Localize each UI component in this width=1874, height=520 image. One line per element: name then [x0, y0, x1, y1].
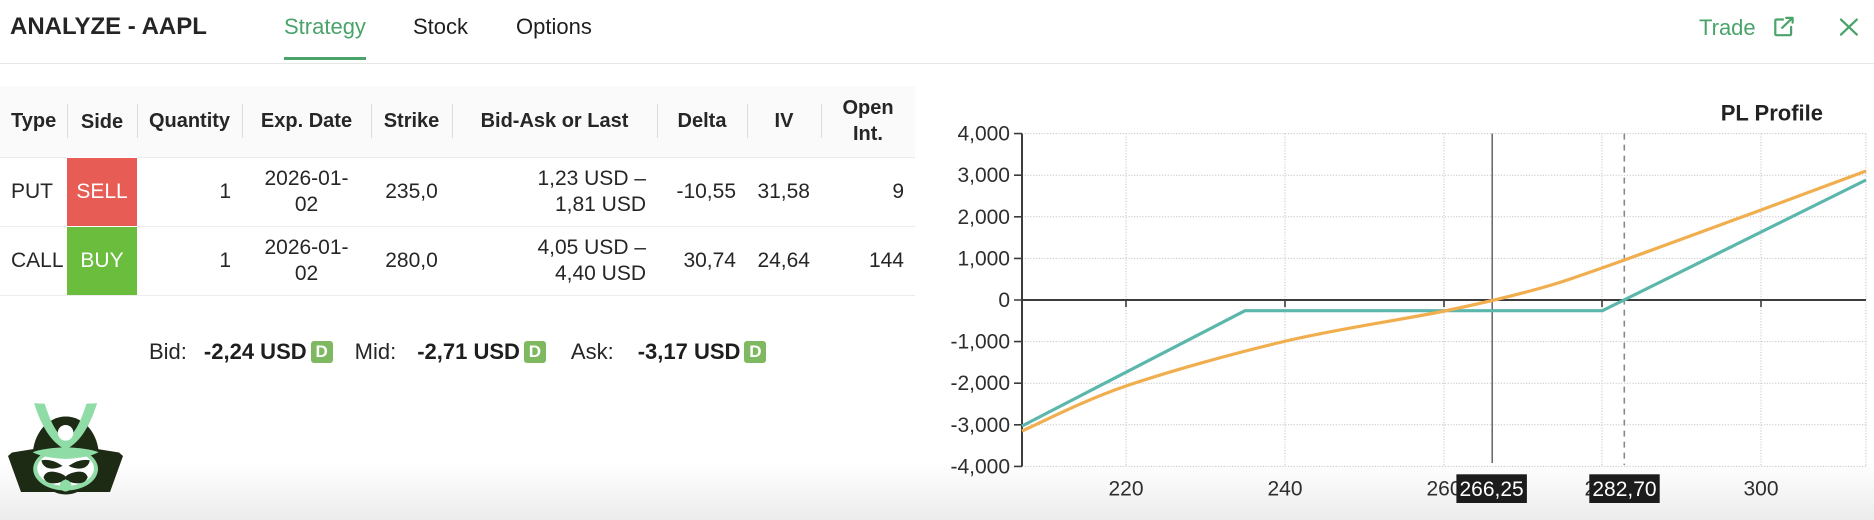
svg-text:1,000: 1,000 [957, 247, 1010, 270]
svg-text:220: 220 [1108, 478, 1143, 501]
svg-text:0: 0 [998, 289, 1010, 312]
svg-text:2,000: 2,000 [957, 206, 1010, 229]
svg-text:266,25: 266,25 [1459, 478, 1523, 501]
svg-text:240: 240 [1267, 478, 1302, 501]
svg-text:-4,000: -4,000 [950, 455, 1010, 478]
svg-text:4,000: 4,000 [957, 123, 1010, 146]
svg-text:-3,000: -3,000 [950, 414, 1010, 437]
svg-text:260: 260 [1426, 478, 1461, 501]
svg-text:282,70: 282,70 [1592, 478, 1656, 501]
svg-text:-2,000: -2,000 [950, 372, 1010, 395]
svg-text:-1,000: -1,000 [950, 331, 1010, 354]
svg-text:300: 300 [1743, 478, 1778, 501]
svg-text:3,000: 3,000 [957, 164, 1010, 187]
svg-text:PL Profile: PL Profile [1721, 101, 1823, 126]
